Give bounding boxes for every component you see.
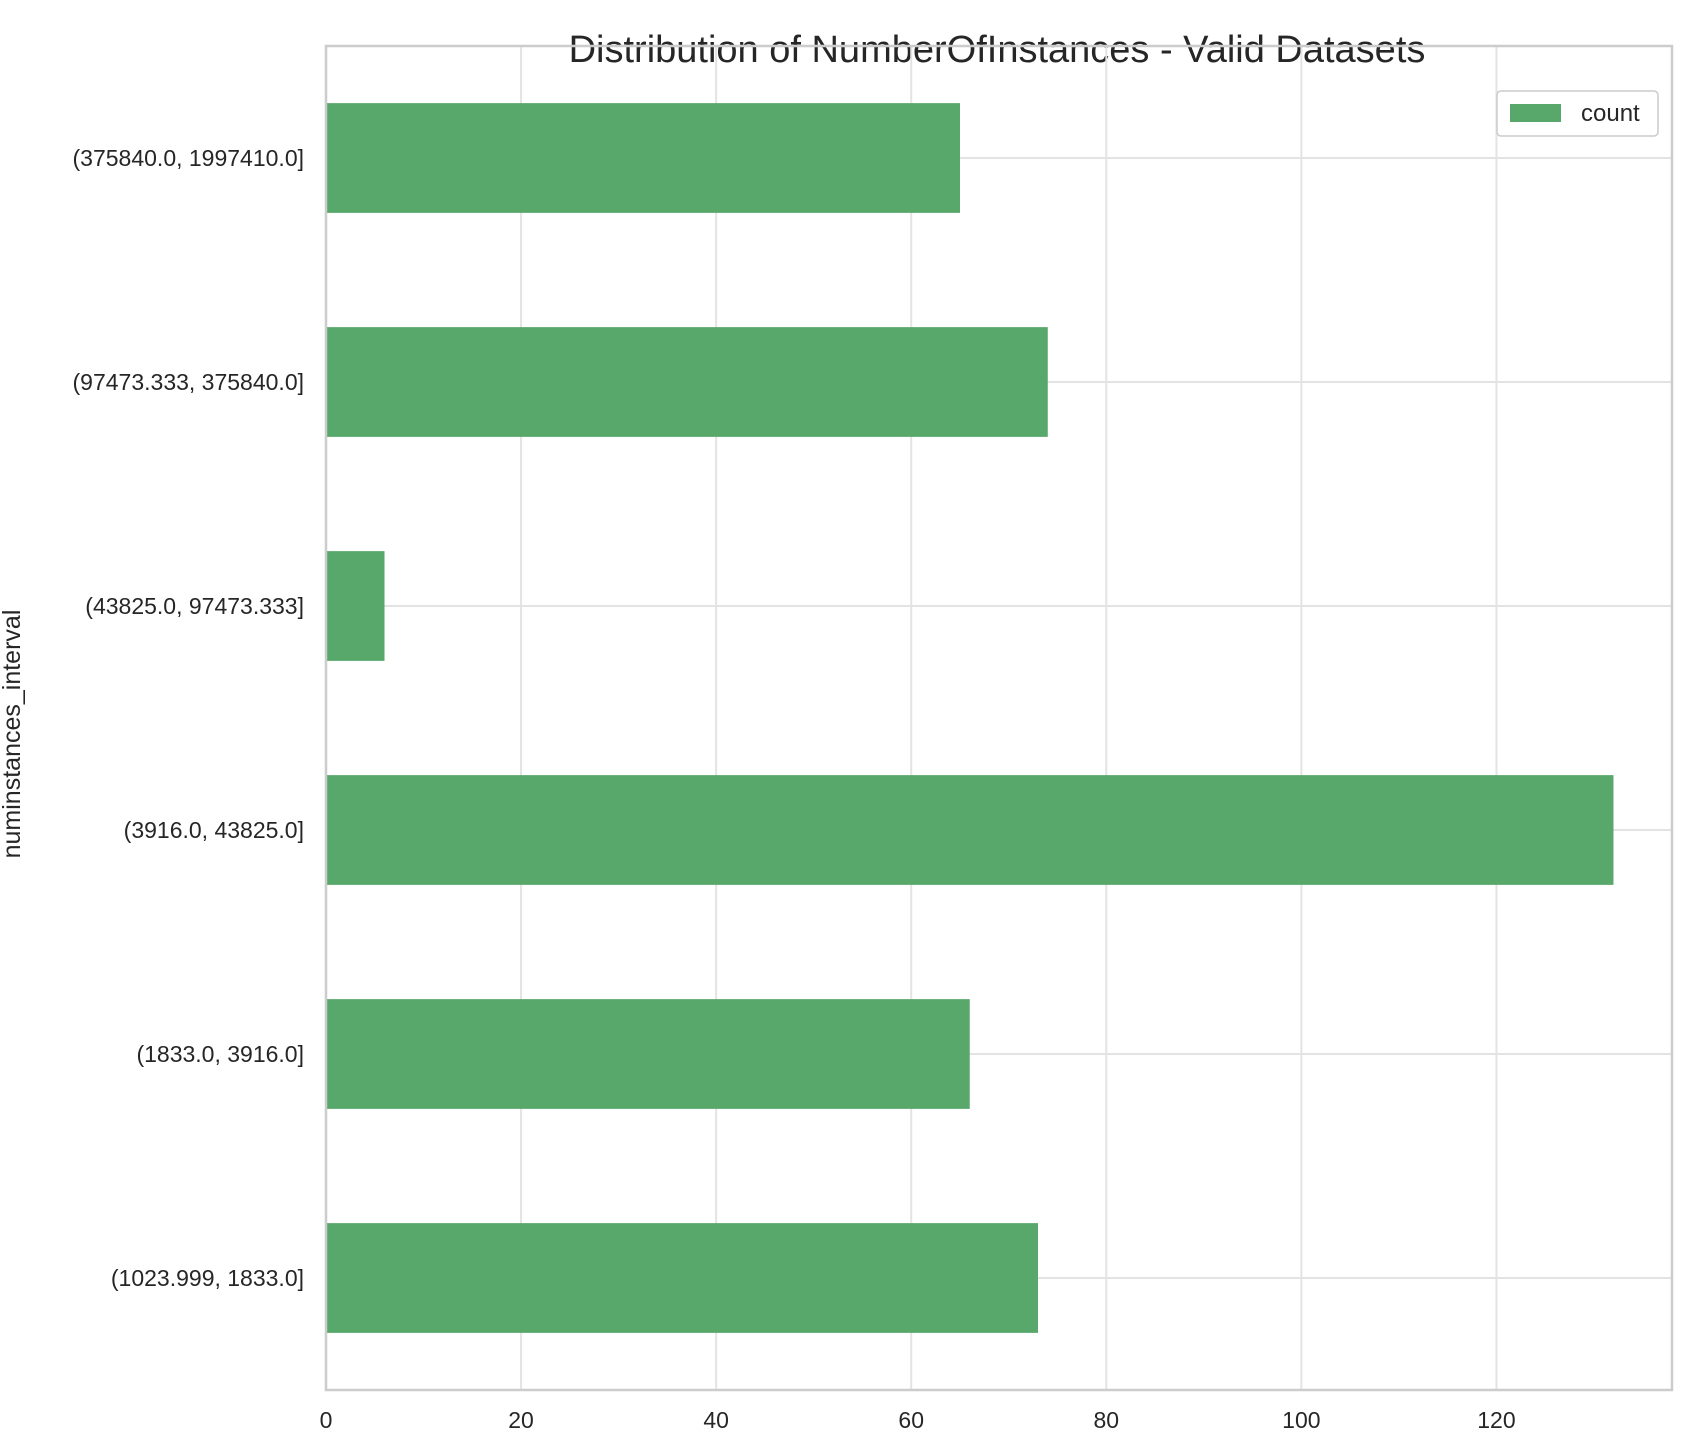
- legend: count: [1496, 90, 1659, 137]
- y-tick-label: (43825.0, 97473.333]: [85, 593, 304, 619]
- x-tick-label: 0: [320, 1407, 333, 1430]
- y-axis-label: numinstances_interval: [0, 610, 26, 859]
- grid-lines: [325, 46, 1672, 1390]
- y-tick-label: (97473.333, 375840.0]: [73, 369, 304, 395]
- bars: [326, 103, 1614, 1333]
- x-axis-ticks: 0 20 40 60 80 100 120: [320, 1407, 1516, 1430]
- y-tick-label: (1833.0, 3916.0]: [136, 1041, 304, 1067]
- chart-title: Distribution of NumberOfInstances - Vali…: [569, 29, 1426, 71]
- bar: [326, 327, 1048, 437]
- legend-box: [1496, 90, 1659, 137]
- legend-swatch-count: [1510, 104, 1561, 122]
- plot-area-frame: [324, 44, 1674, 1392]
- x-tick-label: 20: [508, 1407, 534, 1430]
- y-tick-label: (375840.0, 1997410.0]: [73, 145, 304, 171]
- x-tick-label: 120: [1477, 1407, 1515, 1430]
- bar: [326, 551, 385, 661]
- legend-label-count: count: [1581, 100, 1640, 127]
- x-tick-label: 40: [703, 1407, 729, 1430]
- y-tick-label: (3916.0, 43825.0]: [124, 817, 304, 843]
- y-tick-label: (1023.999, 1833.0]: [111, 1265, 304, 1291]
- x-tick-label: 80: [1093, 1407, 1119, 1430]
- y-axis-ticks: (1023.999, 1833.0] (1833.0, 3916.0] (3916.…: [73, 145, 304, 1291]
- x-tick-label: 100: [1282, 1407, 1320, 1430]
- bar: [326, 103, 960, 213]
- bar: [326, 1223, 1039, 1333]
- x-tick-label: 60: [898, 1407, 924, 1430]
- bar: [326, 775, 1614, 885]
- bar: [326, 999, 970, 1109]
